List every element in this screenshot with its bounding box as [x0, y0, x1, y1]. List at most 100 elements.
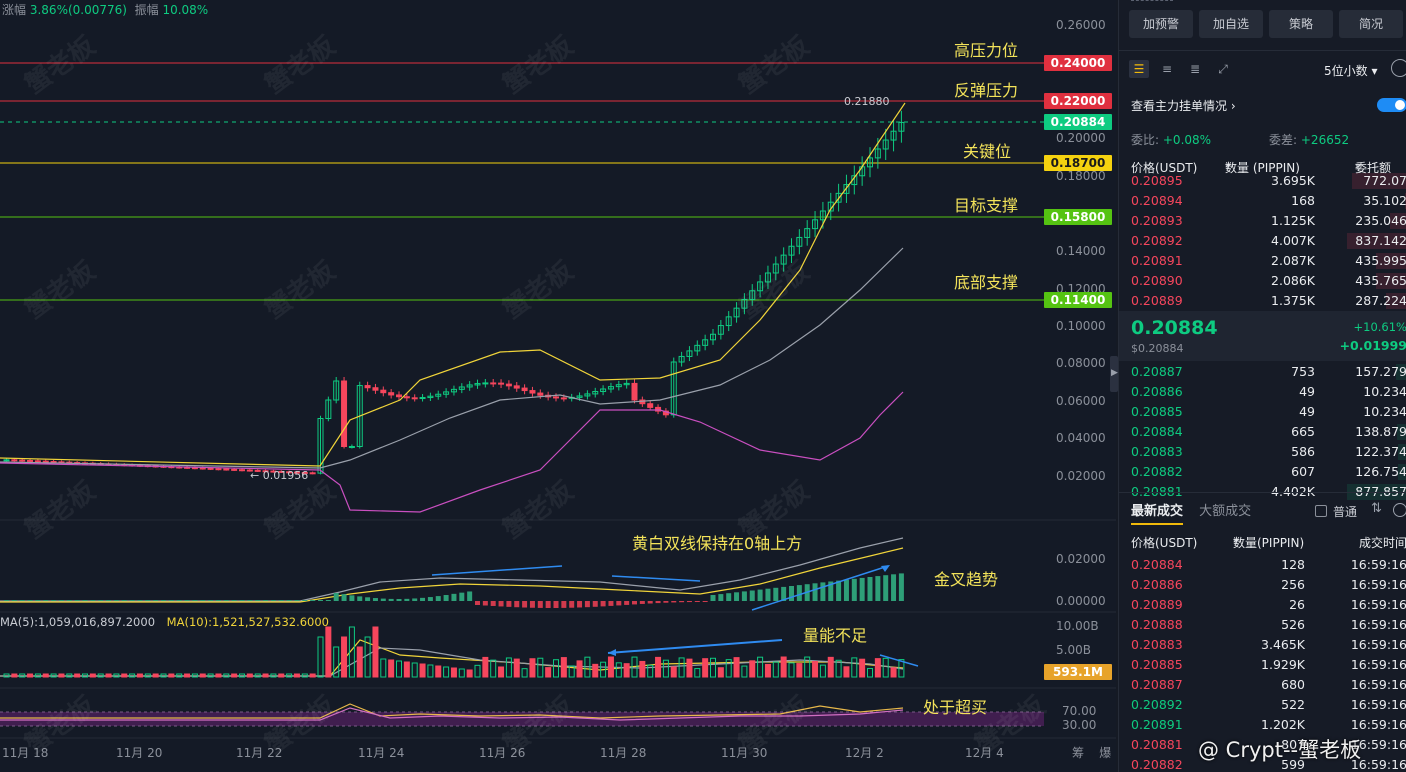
candle-body	[686, 350, 693, 357]
orderbook-qty-header[interactable]: 数量 (PIPPIN) ▾	[1225, 159, 1300, 175]
macd-bar	[145, 600, 151, 601]
trade-row[interactable]: 0.20891 1.202K 16:59:16	[1119, 715, 1406, 735]
trades-price-header: 价格(USDT)	[1131, 536, 1198, 550]
bid-row[interactable]: 0.20884 665 138.879	[1119, 422, 1406, 442]
candle-body	[443, 391, 450, 395]
ask-row[interactable]: 0.20892 4.007K 837.142	[1119, 231, 1406, 251]
macd-bar	[372, 598, 378, 601]
volume-bar	[882, 657, 889, 678]
price-axis-label: 0.04000	[1056, 431, 1106, 445]
normal-checkbox[interactable]	[1315, 505, 1327, 517]
asks-view-icon[interactable]: ≣	[1189, 62, 1201, 76]
decimal-selector[interactable]: 5位小数 ▾	[1324, 62, 1378, 79]
chips-button[interactable]: 筹	[1072, 746, 1085, 760]
macd-bar	[647, 601, 653, 604]
ask-row[interactable]: 0.20894 168 35.102	[1119, 191, 1406, 211]
ask-row[interactable]: 0.20893 1.125K 235.046	[1119, 211, 1406, 231]
tab-latest-trades[interactable]: 最新成交	[1131, 504, 1184, 525]
trade-row[interactable]: 0.20883 3.465K 16:59:16	[1119, 635, 1406, 655]
ratio-value: +0.08%	[1162, 133, 1212, 147]
volume-bar	[42, 673, 49, 678]
settings-icon[interactable]	[1393, 503, 1406, 517]
trade-row[interactable]: 0.20882 599 16:59:16	[1119, 755, 1406, 772]
trade-row[interactable]: 0.20886 256 16:59:16	[1119, 575, 1406, 595]
ask-row[interactable]: 0.20895 3.695K 772.07	[1119, 171, 1406, 191]
volume-bar	[246, 673, 253, 678]
macd-bar	[357, 596, 363, 601]
mainforce-link[interactable]: 查看主力挂单情况 ›	[1131, 97, 1236, 114]
volume-bar	[356, 646, 363, 678]
diff-label: 委差:	[1269, 133, 1298, 147]
macd-dif-line	[0, 537, 904, 602]
candle-body	[231, 468, 238, 471]
candle-body	[741, 298, 748, 309]
macd-bar	[239, 600, 245, 601]
macd-bar	[529, 601, 535, 608]
price-chart[interactable]	[0, 0, 1116, 772]
macd-bar	[514, 601, 520, 608]
bid-total: 10.234	[1363, 404, 1406, 419]
trade-qty: 256	[1281, 577, 1305, 592]
trade-row[interactable]: 0.20881 807 16:59:16	[1119, 735, 1406, 755]
bid-row[interactable]: 0.20883 586 122.374	[1119, 442, 1406, 462]
macd-bar	[883, 575, 889, 601]
volume-bar	[152, 673, 159, 678]
trade-price: 0.20884	[1131, 557, 1183, 572]
ask-qty: 2.086K	[1271, 273, 1315, 288]
add-watchlist-button[interactable]: 加自选	[1199, 10, 1263, 38]
settings-icon[interactable]	[1391, 59, 1406, 77]
trade-time: 16:59:16	[1350, 657, 1406, 672]
macd-bar	[90, 600, 96, 601]
depth-bar	[1395, 364, 1406, 380]
volume-bar	[780, 656, 787, 678]
volume-bar	[105, 673, 112, 678]
bid-row[interactable]: 0.20887 753 157.279	[1119, 362, 1406, 382]
volume-bar	[215, 673, 222, 678]
macd-bar	[451, 593, 457, 601]
add-alert-button[interactable]: 加预警	[1129, 10, 1193, 38]
bid-row[interactable]: 0.20882 607 126.754	[1119, 462, 1406, 482]
volume-bar	[819, 664, 826, 678]
bid-row[interactable]: 0.20886 49 10.234	[1119, 382, 1406, 402]
caret-down-icon: ▾	[1225, 159, 1232, 173]
ask-row[interactable]: 0.20889 1.375K 287.224	[1119, 291, 1406, 311]
ask-price: 0.20894	[1131, 193, 1183, 208]
trade-row[interactable]: 0.20892 522 16:59:16	[1119, 695, 1406, 715]
trade-row[interactable]: 0.20885 1.929K 16:59:16	[1119, 655, 1406, 675]
macd-bar	[106, 600, 112, 601]
bids-view-icon[interactable]: ≡	[1161, 62, 1173, 76]
candle-body	[702, 339, 709, 346]
bid-ask-diff: 委差: +26652	[1269, 131, 1349, 148]
mainforce-toggle[interactable]	[1377, 98, 1406, 112]
bid-row[interactable]: 0.20885 49 10.234	[1119, 402, 1406, 422]
trade-qty: 1.202K	[1261, 717, 1305, 732]
overview-button[interactable]: 简况	[1339, 10, 1403, 38]
filter-icon[interactable]: ⇅	[1371, 501, 1382, 516]
expand-icon[interactable]: ⤢	[1218, 62, 1228, 76]
strategy-button[interactable]: 策略	[1269, 10, 1333, 38]
orderbook-total-header[interactable]: 委托额 ▾	[1355, 159, 1391, 175]
bid-qty: 49	[1299, 404, 1315, 419]
liquidation-button[interactable]: 爆	[1099, 746, 1112, 760]
trade-row[interactable]: 0.20888 526 16:59:16	[1119, 615, 1406, 635]
ask-row[interactable]: 0.20890 2.086K 435.765	[1119, 271, 1406, 291]
trades-qty-header[interactable]: 数量(PIPPIN) ▾	[1233, 534, 1304, 550]
macd-bar	[82, 600, 88, 601]
both-sides-view-icon[interactable]: ☰	[1129, 60, 1149, 78]
macd-bar	[694, 601, 700, 603]
trade-row[interactable]: 0.20884 128 16:59:16	[1119, 555, 1406, 575]
volume-bar	[600, 661, 607, 678]
trade-row[interactable]: 0.20889 26 16:59:16	[1119, 595, 1406, 615]
volume-bar	[435, 665, 442, 678]
trade-qty: 680	[1281, 677, 1305, 692]
tab-big-trades[interactable]: 大额成交	[1199, 504, 1252, 519]
trade-row[interactable]: 0.20887 680 16:59:16	[1119, 675, 1406, 695]
volume-bar	[607, 656, 614, 678]
candle-body	[584, 393, 591, 397]
trade-price: 0.20889	[1131, 597, 1183, 612]
candle-body	[615, 384, 622, 388]
macd-bar	[412, 598, 418, 601]
chart-area[interactable]: 涨幅 3.86%(0.00776) 振幅 10.08% 0.26000 0.20…	[0, 0, 1116, 772]
ask-row[interactable]: 0.20891 2.087K 435.995	[1119, 251, 1406, 271]
panel-collapse-handle[interactable]: ▶	[1110, 356, 1118, 392]
